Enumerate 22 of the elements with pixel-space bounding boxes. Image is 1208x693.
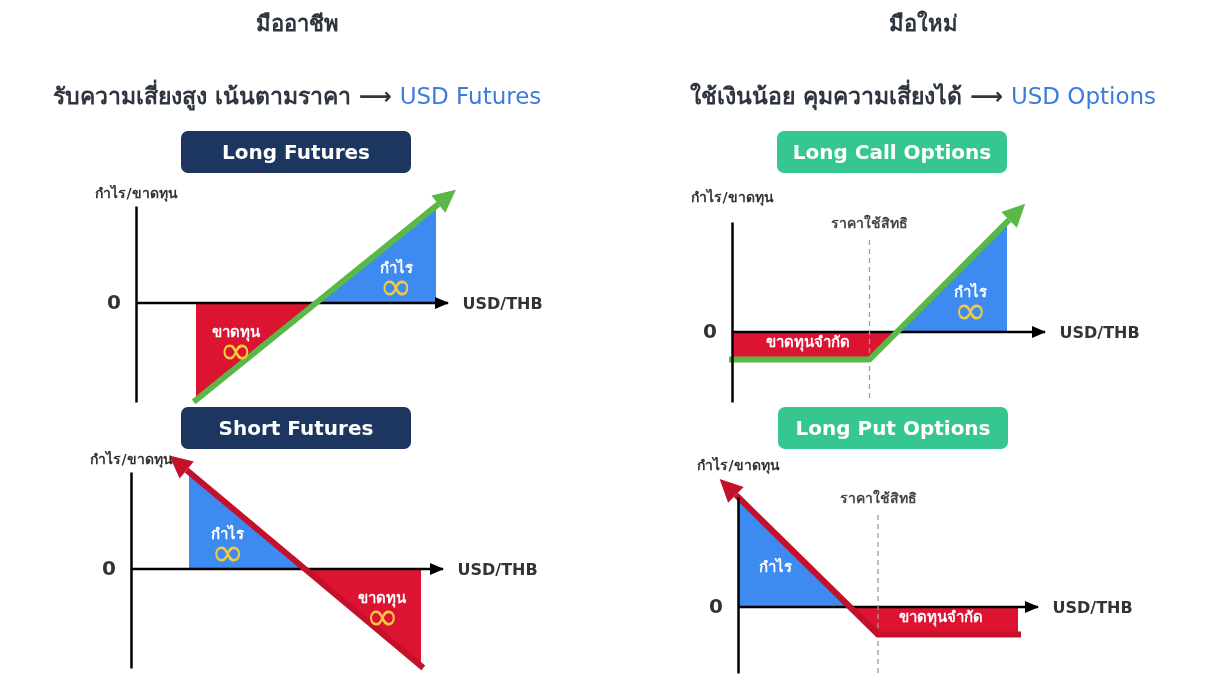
y-axis-title: กำไร/ขาดทุน [90, 449, 173, 468]
chart-title: Long Call Options [792, 140, 992, 164]
x-axis-title: USD/THB [462, 293, 543, 313]
ref-line-label: 0 [107, 290, 121, 314]
x-axis-title: USD/THB [1052, 597, 1133, 617]
chart-title: Long Futures [221, 140, 371, 164]
series-label: กำไร ∞ [211, 523, 246, 575]
chart-title: Short Futures [218, 416, 374, 440]
text: USD Futures [399, 83, 542, 109]
text: มืออาชีพ [255, 11, 339, 38]
y-axis-title: กำไร/ขาดทุน [95, 183, 178, 202]
y-axis-title: กำไร/ขาดทุน [697, 455, 780, 474]
x-axis-title: USD/THB [1059, 322, 1140, 342]
ref-line-label: 0 [102, 556, 116, 580]
text: USD Options [1010, 83, 1157, 109]
chart-title: Long Put Options [795, 416, 991, 440]
x-axis-title: USD/THB [457, 559, 538, 579]
y-axis-title: กำไร/ขาดทุน [691, 187, 774, 206]
ref-line-label: 0 [703, 319, 717, 343]
series-label: ขาดทุน ∞ [358, 589, 408, 640]
text: มือใหม่ [888, 11, 958, 38]
ref-line-label: 0 [709, 594, 723, 618]
